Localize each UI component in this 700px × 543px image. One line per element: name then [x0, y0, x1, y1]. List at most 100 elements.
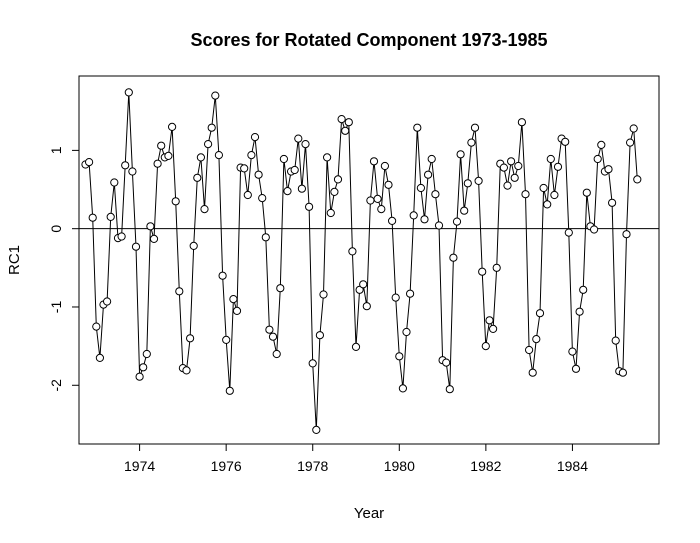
data-points [81, 88, 642, 434]
data-point [139, 363, 148, 372]
series-line [85, 92, 638, 430]
data-point [103, 297, 112, 306]
data-point [449, 253, 458, 262]
data-point [406, 289, 415, 298]
data-point [95, 353, 105, 362]
data-point [121, 161, 130, 170]
data-point [308, 359, 317, 368]
data-point [128, 167, 137, 176]
x-tick-label: 1974 [124, 458, 155, 474]
data-point [88, 213, 97, 222]
data-point [474, 176, 483, 185]
data-point [319, 290, 328, 299]
y-tick-label: 1 [48, 146, 64, 154]
data-point [211, 91, 220, 100]
data-point [229, 295, 238, 304]
data-point [225, 386, 234, 395]
data-point [434, 221, 444, 230]
data-point [395, 352, 404, 361]
data-point [629, 124, 638, 133]
x-tick-label: 1978 [297, 458, 328, 474]
data-point [218, 271, 227, 280]
data-point [409, 211, 418, 220]
data-point [470, 123, 480, 132]
data-point [272, 349, 281, 359]
x-axis-label: Year [354, 505, 384, 522]
data-point [384, 180, 393, 189]
data-point [499, 163, 508, 172]
chart-title: Scores for Rotated Component 1973-1985 [190, 30, 547, 50]
data-point [460, 206, 469, 215]
data-point [157, 141, 166, 150]
data-point [391, 293, 400, 302]
x-tick-label: 1982 [470, 458, 501, 474]
data-point [207, 123, 216, 132]
data-point [369, 157, 379, 166]
data-point [182, 366, 191, 375]
data-point [312, 425, 321, 434]
data-point [222, 335, 231, 344]
data-point [106, 212, 115, 221]
data-point [268, 332, 278, 341]
data-point [590, 225, 599, 234]
data-point [571, 364, 581, 373]
data-point [265, 325, 274, 334]
data-point [341, 126, 350, 135]
data-point [521, 190, 530, 199]
data-point [456, 150, 465, 159]
data-point [362, 302, 371, 311]
data-point [85, 158, 94, 167]
data-point [305, 202, 314, 211]
data-point [92, 322, 101, 331]
data-point [110, 178, 119, 187]
data-point [380, 161, 389, 171]
y-tick-label: 0 [48, 225, 64, 233]
data-point [481, 342, 490, 351]
data-point [193, 173, 202, 182]
data-point [315, 331, 324, 340]
data-point [301, 140, 310, 149]
data-point [377, 205, 386, 214]
data-point [258, 194, 267, 203]
data-point [186, 334, 195, 343]
data-point [247, 151, 256, 160]
data-point [431, 190, 440, 199]
data-point [243, 190, 252, 200]
data-point [359, 280, 368, 289]
data-point [553, 162, 563, 171]
data-point [171, 197, 180, 206]
data-point [492, 263, 501, 272]
data-point [204, 140, 213, 149]
data-point [442, 358, 451, 367]
data-point [626, 138, 635, 147]
data-point [402, 327, 411, 337]
data-point [146, 222, 155, 231]
data-point [135, 372, 144, 381]
data-point [168, 122, 177, 132]
data-point [535, 309, 545, 318]
data-point [618, 368, 628, 377]
data-point [575, 307, 584, 316]
data-point [564, 228, 573, 237]
data-point [593, 154, 602, 164]
plot-frame [78, 75, 660, 445]
data-point [633, 175, 642, 184]
data-point [622, 230, 631, 239]
data-point [416, 183, 425, 193]
data-point [366, 196, 375, 205]
data-point [153, 159, 162, 168]
data-point [517, 118, 527, 127]
data-point [467, 138, 476, 147]
data-point [427, 154, 436, 164]
data-point [250, 133, 260, 142]
data-point [485, 316, 494, 325]
data-point [503, 181, 512, 190]
data-point [604, 165, 613, 174]
data-point [261, 233, 270, 242]
data-point [543, 200, 552, 209]
data-point [507, 157, 516, 166]
data-point [240, 164, 249, 173]
x-tick-label: 1984 [557, 458, 588, 474]
data-point [232, 306, 242, 315]
data-point [597, 140, 606, 149]
